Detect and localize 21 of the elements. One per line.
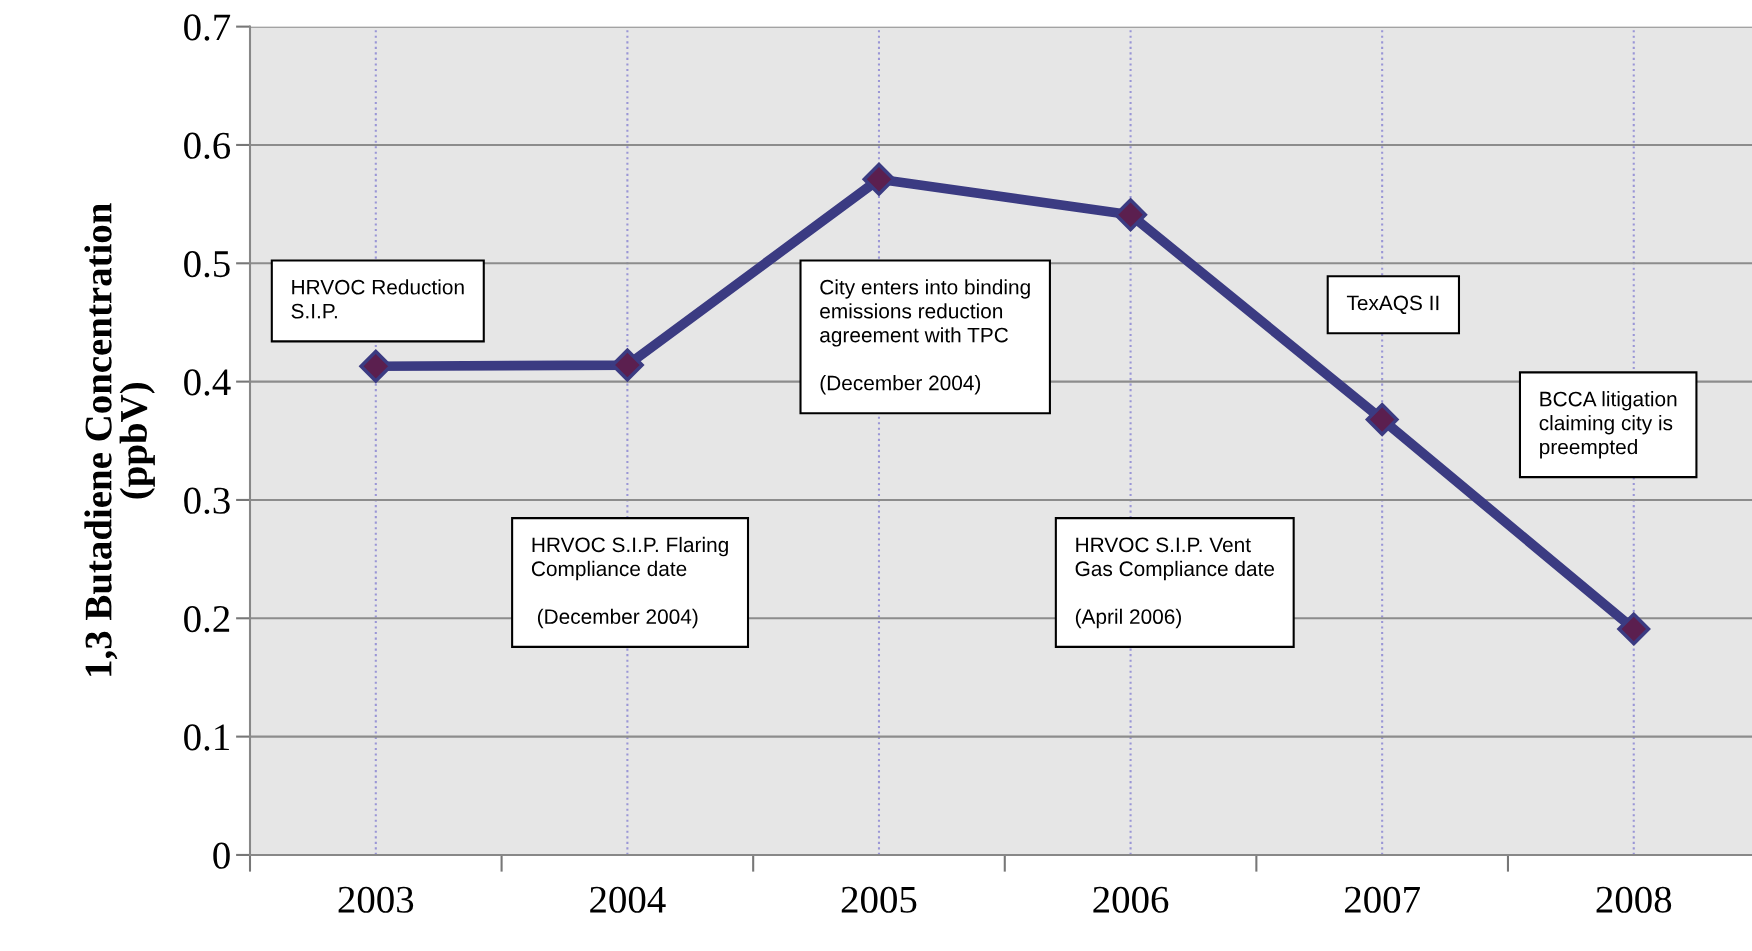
y-tick-label: 0.3	[184, 487, 230, 514]
y-tick-label: 0.4	[184, 369, 231, 396]
y-axis-title: 1,3 Butadiene Concentration (ppbV)	[84, 203, 155, 676]
annotation: BCCA litigation claiming city is preempted	[1539, 391, 1677, 459]
y-tick-label: 0.5	[184, 250, 230, 278]
y-tick-label: 0	[213, 842, 230, 869]
text: City enters into binding emissions reduction agreement with TPC (December 2004)	[820, 279, 1030, 395]
text: HRVOC S.I.P. Flaring Compliance date (December 2004)	[531, 536, 728, 629]
x-tick-label: 2007	[1344, 886, 1420, 913]
x-tick-label: 2003	[338, 886, 414, 913]
x-tick-label: 2005	[841, 886, 917, 913]
y-tick-label: 0.1	[184, 724, 229, 751]
y-tick-label: 0.2	[184, 605, 230, 633]
annotation: TexAQS II	[1346, 295, 1439, 315]
x-tick-label: 2004	[590, 886, 666, 913]
y-tick-label: 0.6	[184, 132, 231, 160]
annotation: HRVOC Reduction S.I.P.	[291, 279, 464, 319]
x-tick-label: 2006	[1093, 886, 1169, 913]
x-tick-label: 2008	[1596, 886, 1672, 913]
y-tick-label: 0.7	[184, 14, 231, 41]
text: HRVOC S.I.P. Vent Gas Compliance date (April 2006)	[1075, 537, 1275, 629]
